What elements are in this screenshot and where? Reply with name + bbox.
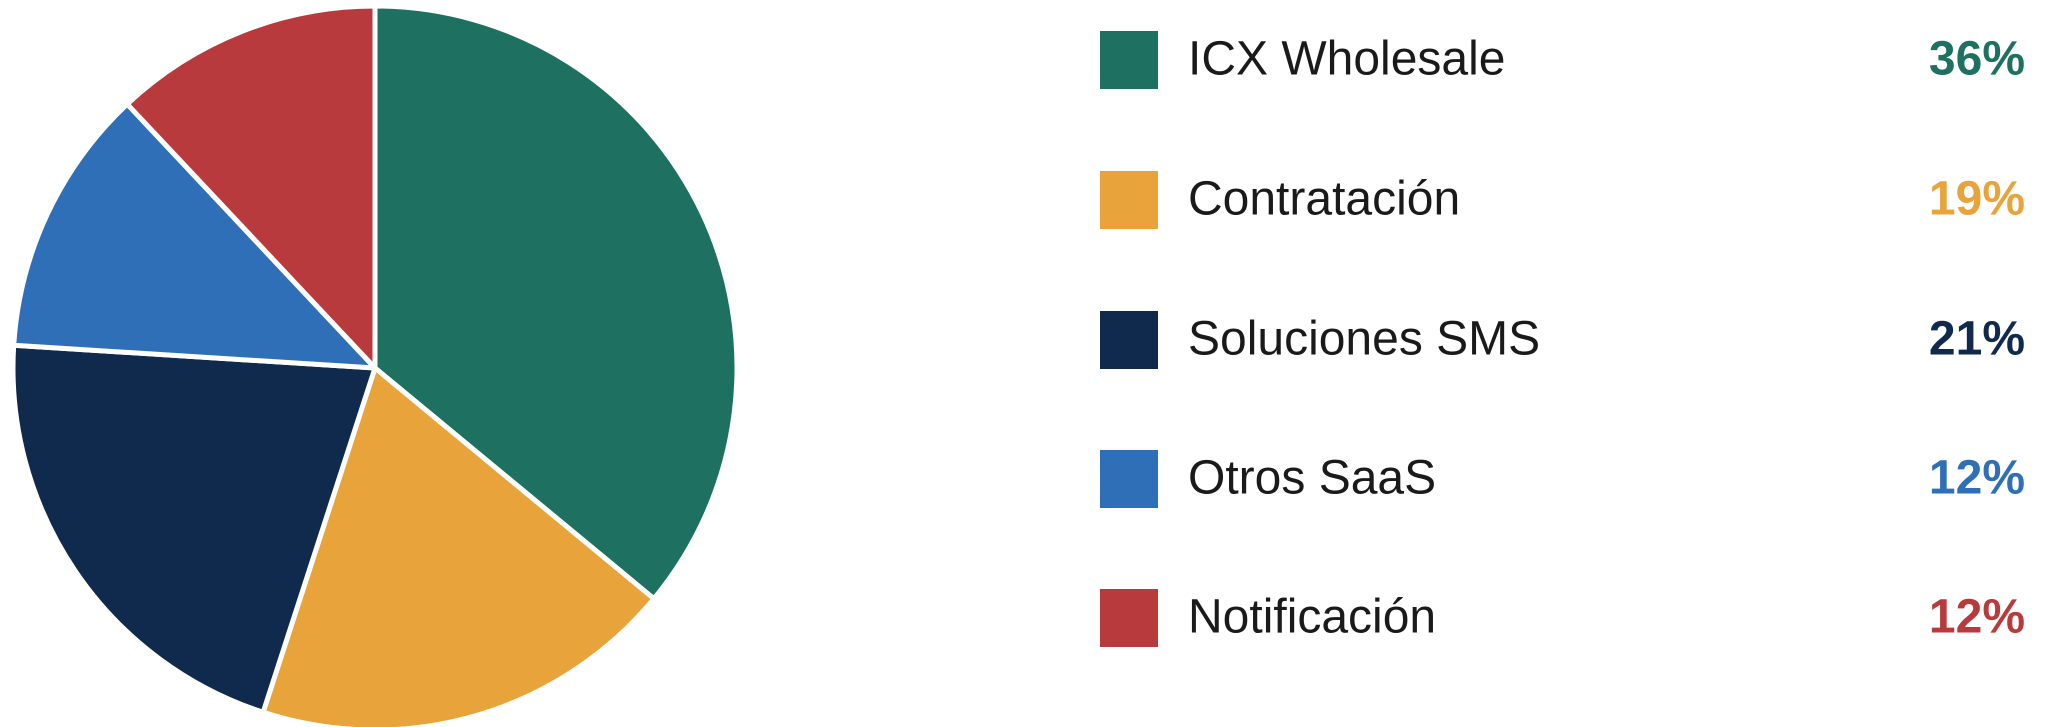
- pie-slice: [10, 342, 378, 715]
- legend-label: ICX Wholesale: [1188, 33, 1505, 86]
- legend-swatch: [1100, 450, 1158, 508]
- legend-label: Otros SaaS: [1188, 452, 1436, 505]
- legend-swatch: [1100, 589, 1158, 647]
- legend-label: Soluciones SMS: [1188, 313, 1540, 366]
- value-label: 19%: [1929, 173, 2025, 226]
- value-label: 12%: [1929, 452, 2025, 505]
- legend-swatch: [1100, 31, 1158, 89]
- legend-swatch: [1100, 171, 1158, 229]
- legend-label: Notificación: [1188, 591, 1436, 644]
- value-label: 21%: [1929, 313, 2025, 366]
- pie-slice: [260, 365, 657, 727]
- pie-slice: [11, 101, 378, 371]
- pie-slice: [124, 3, 378, 371]
- legend-swatch: [1100, 311, 1158, 369]
- legend-label: Contratación: [1188, 173, 1460, 226]
- value-label: 12%: [1929, 591, 2025, 644]
- pie-slice: [372, 3, 740, 602]
- value-label: 36%: [1929, 33, 2025, 86]
